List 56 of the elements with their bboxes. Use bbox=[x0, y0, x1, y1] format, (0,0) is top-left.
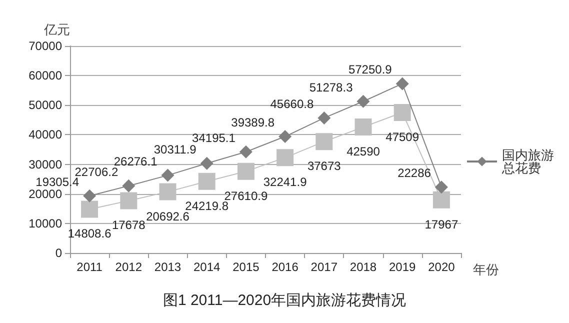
point bbox=[394, 104, 411, 122]
point bbox=[237, 162, 254, 180]
point bbox=[120, 192, 138, 210]
point bbox=[161, 168, 174, 182]
point bbox=[198, 172, 216, 190]
text: 图1 2011—2020年国内旅游花费情况 bbox=[162, 292, 406, 309]
point bbox=[318, 111, 331, 124]
data-label: 57250.9 bbox=[348, 62, 392, 77]
point bbox=[122, 179, 136, 192]
point bbox=[278, 130, 292, 144]
point bbox=[432, 191, 450, 208]
data-label: 37673 bbox=[307, 159, 342, 174]
data-label: 14808.6 bbox=[68, 226, 112, 241]
x-tick-label: 2014 bbox=[194, 260, 221, 274]
y-axis-title: 亿元 bbox=[43, 22, 70, 37]
legend-label: 国内旅游总花费 bbox=[501, 148, 554, 176]
x-tick-label: 2016 bbox=[272, 260, 299, 274]
x-tick-label: 2017 bbox=[310, 260, 338, 274]
data-label: 17678 bbox=[112, 218, 146, 232]
point bbox=[316, 133, 333, 150]
data-label: 30311.9 bbox=[154, 142, 197, 156]
point bbox=[81, 200, 98, 218]
data-label: 32241.9 bbox=[263, 175, 308, 190]
y-tick-label: 70000 bbox=[28, 39, 62, 53]
point bbox=[83, 189, 96, 202]
x-tick-label: 2019 bbox=[389, 260, 416, 274]
y-tick-label: 50000 bbox=[28, 98, 62, 112]
point bbox=[239, 145, 252, 158]
y-tick-label: 40000 bbox=[28, 128, 62, 142]
x-tick-label: 2011 bbox=[76, 260, 103, 274]
data-label: 34195.1 bbox=[192, 130, 236, 145]
point bbox=[276, 149, 294, 166]
point bbox=[200, 156, 214, 170]
x-tick-label: 2013 bbox=[154, 260, 182, 274]
y-tick-label: 0 bbox=[55, 246, 62, 260]
y-tick-label: 20000 bbox=[28, 186, 62, 201]
data-label: 45660.8 bbox=[270, 96, 314, 111]
x-tick-label: 2012 bbox=[115, 260, 142, 274]
x-tick-label: 2020 bbox=[428, 260, 456, 274]
y-tick-label: 60000 bbox=[28, 68, 62, 83]
point bbox=[354, 118, 372, 136]
point bbox=[396, 77, 409, 90]
y-tick-label: 10000 bbox=[28, 216, 62, 230]
data-label: 51278.3 bbox=[309, 80, 354, 94]
data-label: 47509 bbox=[386, 130, 420, 144]
data-label: 17967 bbox=[424, 217, 458, 232]
data-label: 22286 bbox=[398, 166, 432, 180]
point bbox=[356, 94, 370, 108]
point bbox=[434, 180, 448, 194]
x-tick-label: 2018 bbox=[350, 260, 377, 274]
point bbox=[159, 183, 176, 200]
data-label: 42590 bbox=[346, 144, 380, 159]
data-label: 39389.8 bbox=[231, 116, 275, 130]
x-axis-title: 年份 bbox=[473, 262, 499, 277]
x-tick-label: 2015 bbox=[232, 260, 260, 274]
y-tick-label: 30000 bbox=[28, 157, 62, 172]
